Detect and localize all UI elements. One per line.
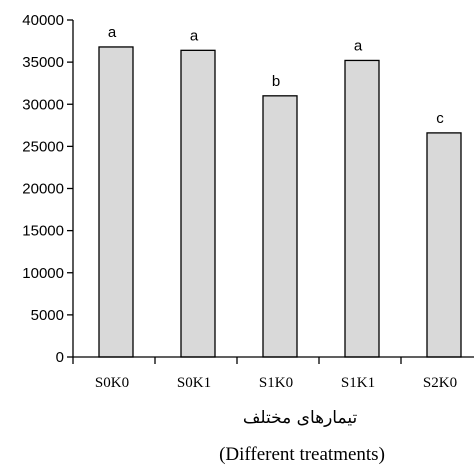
bar (262, 95, 298, 358)
x-axis-title-persian: تیمارهای مختلف (243, 408, 358, 428)
y-tick-label: 15000 (22, 223, 64, 240)
significance-letter: b (272, 73, 280, 90)
y-tick-label: 35000 (22, 54, 64, 71)
bar (426, 132, 462, 358)
bars: a a b a c (98, 24, 462, 358)
y-tick-label: 25000 (22, 138, 64, 155)
y-tick-label: 0 (56, 349, 64, 366)
y-axis: 0 5000 10000 15000 20000 25000 30000 35000 40000 (22, 12, 74, 366)
x-category-label: S0K0 (95, 375, 129, 391)
significance-letter: a (108, 24, 117, 41)
x-category-label: S1K1 (341, 375, 375, 391)
y-tick-label: 10000 (22, 265, 64, 282)
bar (344, 59, 380, 358)
significance-letter: c (436, 110, 444, 127)
y-tick-label: 5000 (31, 307, 64, 324)
x-category-label: S0K1 (177, 375, 211, 391)
bar (98, 46, 134, 358)
significance-letter: a (190, 27, 199, 44)
x-axis: S0K0 S0K1 S1K0 S1K1 S2K0 (72, 356, 474, 391)
significance-letter: a (354, 37, 363, 54)
x-category-label: S2K0 (423, 375, 457, 391)
y-tick-label: 30000 (22, 96, 64, 113)
y-tick-label: 20000 (22, 181, 64, 198)
x-category-label: S1K0 (259, 375, 293, 391)
bar (180, 49, 216, 358)
x-axis-title-english: (Different treatments) (219, 444, 385, 465)
y-tick-label: 40000 (22, 12, 64, 29)
